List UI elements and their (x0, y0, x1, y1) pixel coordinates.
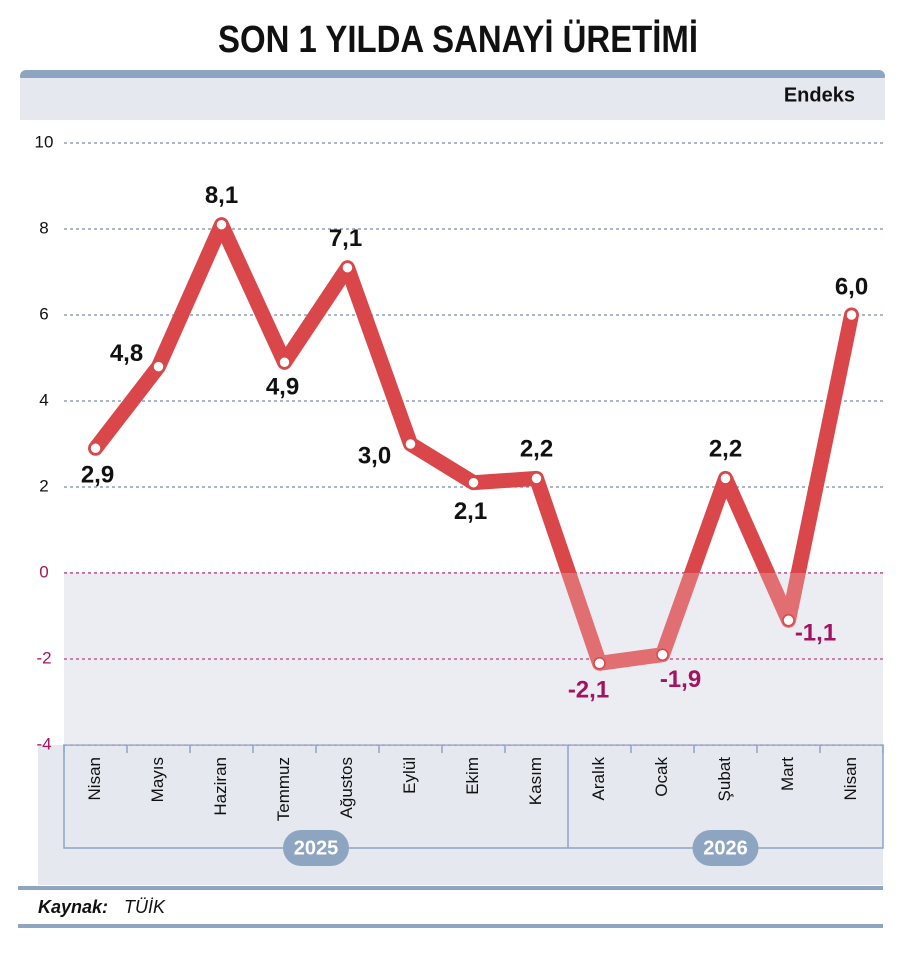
y-tick-label: -2 (36, 648, 51, 667)
x-tick-label: Şubat (715, 757, 734, 802)
data-point (845, 308, 858, 322)
y-tick-label: 8 (39, 218, 48, 237)
x-tick-label: Temmuz (274, 757, 293, 821)
x-tick-label: Haziran (211, 757, 230, 816)
y-tick-label: 4 (39, 390, 48, 409)
data-label: -1,1 (795, 620, 836, 647)
source-label: Kaynak: (38, 897, 108, 917)
data-label: -2,1 (568, 677, 609, 704)
data-point (593, 657, 606, 670)
data-point (215, 218, 228, 231)
data-label: 2,2 (709, 436, 742, 463)
data-point (782, 614, 795, 627)
y-tick-label: 0 (39, 562, 48, 581)
group-label: 2026 (703, 837, 748, 859)
x-tick-label: Ağustos (337, 757, 356, 818)
y-tick-label: 6 (39, 304, 48, 323)
chart-title: SON 1 YILDA SANAYİ ÜRETİMİ (218, 18, 698, 61)
x-tick-label: Ocak (652, 757, 671, 797)
y-tick-label: -4 (36, 734, 51, 753)
data-point (719, 472, 732, 485)
data-label: 2,2 (520, 436, 553, 463)
group-pill (283, 830, 349, 866)
category-box (63, 744, 884, 849)
data-point (341, 261, 354, 274)
x-tick-label: Eylül (400, 757, 419, 794)
y-axis-label: Endeks (784, 84, 855, 106)
y-tick-label: 10 (35, 132, 54, 151)
group-pill (692, 830, 759, 866)
data-point (467, 476, 480, 489)
x-tick-label: Nisan (85, 757, 104, 800)
data-point (278, 356, 291, 369)
data-label: 2,9 (81, 462, 114, 489)
data-label: -1,9 (660, 666, 701, 693)
source: TÜİK (124, 897, 166, 917)
group-label: 2025 (294, 837, 339, 859)
x-tick-label: Ekim (463, 757, 482, 795)
data-label: 3,0 (358, 442, 391, 469)
data-point (152, 360, 165, 373)
y-tick-label: 2 (39, 476, 48, 495)
header-band (20, 78, 885, 120)
data-label: 7,1 (329, 225, 362, 252)
data-point (89, 442, 102, 455)
data-point (656, 648, 669, 661)
data-point (530, 472, 543, 485)
x-tick-label: Kasım (526, 757, 545, 805)
x-tick-label: Mayıs (148, 757, 167, 802)
data-label: 6,0 (835, 273, 868, 300)
data-label: 2,1 (454, 498, 487, 525)
data-label: 8,1 (205, 182, 238, 209)
x-tick-label: Nisan (841, 757, 860, 800)
x-tick-label: Mart (778, 757, 797, 791)
x-tick-label: Aralık (589, 757, 608, 801)
data-point (404, 437, 417, 451)
data-label: 4,8 (110, 340, 143, 367)
data-label: 4,9 (266, 374, 299, 401)
negative-overlay (64, 573, 883, 745)
